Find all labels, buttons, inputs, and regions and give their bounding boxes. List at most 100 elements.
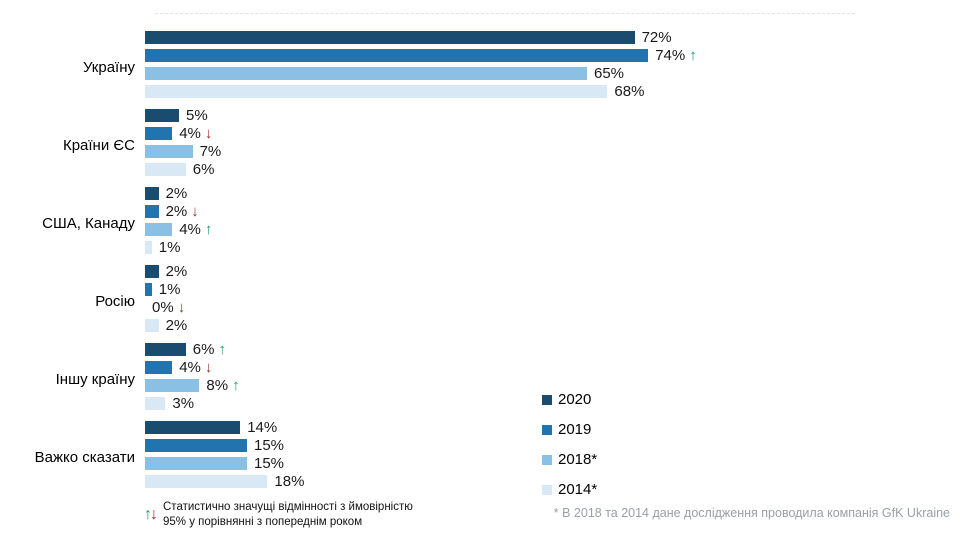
bar [145, 145, 193, 158]
down-arrow-icon: ↓ [150, 506, 158, 523]
value-label: 1% [158, 239, 181, 256]
bar-row: 4% ↑ [145, 221, 960, 238]
value-label: 65% [594, 65, 625, 82]
bar [145, 67, 587, 80]
value-label: 2% [165, 263, 188, 280]
up-arrow-icon: ↑ [218, 341, 226, 358]
up-arrow-icon: ↑ [204, 221, 213, 238]
bar-row: 7% [145, 143, 960, 160]
value-label: 72% [641, 29, 672, 46]
category-bars: 2% 1% 0% ↓ 2% [145, 263, 960, 337]
legend-label: 2014* [558, 481, 598, 498]
value-label: 1% [158, 281, 181, 298]
down-arrow-icon: ↓ [191, 203, 199, 220]
bar [145, 361, 173, 374]
bar-row: 72% [145, 29, 960, 46]
value-label: 6% [192, 161, 215, 178]
bar-row: 2% [145, 185, 960, 202]
bar [145, 163, 186, 176]
category-label: Іншу країну [55, 370, 135, 388]
bar-row: 74% ↑ [145, 47, 960, 64]
value-label: 15% [254, 437, 285, 454]
bar-row: 2% [145, 317, 960, 334]
bar-row: 1% [145, 281, 960, 298]
significance-text: Статистично значущі відмінності з ймовір… [163, 500, 413, 530]
bar-row: 0% ↓ [145, 299, 960, 316]
legend-label: 2020 [558, 391, 592, 408]
bar [145, 31, 635, 44]
significance-arrows: ↑↓ [144, 506, 158, 523]
bar [145, 49, 649, 62]
bar [145, 283, 152, 296]
value-label: 5% [186, 107, 208, 124]
value-label: 4% [179, 359, 201, 376]
chart-groups: Україну 72% 74% ↑ 65% 68% Країни ЄС 5% 4% ↓ 7% 6% СШ… [0, 29, 960, 493]
bar-row: 2% ↓ [145, 203, 960, 220]
bar [145, 421, 241, 434]
legend-label: 2018* [558, 451, 598, 468]
bar-row: 3% [145, 396, 960, 411]
bar-row: 1% [145, 239, 960, 256]
value-label: 2% [165, 185, 188, 202]
category-label: Україну [82, 58, 135, 76]
value-label: 8% [206, 377, 229, 394]
significance-footnote: ↑↓ Статистично значущі відмінності з ймо… [144, 500, 413, 530]
legend-item: 2020 [542, 391, 597, 408]
bar [145, 265, 159, 278]
down-arrow-icon: ↓ [204, 125, 213, 142]
bar-row: 6% ↑ [145, 341, 960, 358]
chart-legend: 2020 2019 2018* 2014* [542, 391, 597, 511]
legend-swatch [542, 484, 552, 495]
bar-row: 14% [145, 419, 960, 436]
legend-item: 2014* [542, 481, 597, 498]
up-arrow-icon: ↑ [232, 377, 240, 394]
legend-item: 2018* [542, 451, 597, 468]
source-footnote: * В 2018 та 2014 дане дослідження провод… [553, 506, 950, 520]
bar [145, 439, 247, 452]
bar [145, 397, 166, 410]
value-label: 74% [655, 47, 686, 64]
value-label: 2% [165, 203, 188, 220]
down-arrow-icon: ↓ [204, 359, 213, 376]
value-label: 14% [247, 419, 278, 436]
category-group: Іншу країну 6% ↑ 4% ↓ 8% ↑ 3% [0, 341, 960, 415]
value-label: 15% [254, 455, 285, 472]
category-label: Важко сказати [34, 448, 135, 466]
bar [145, 223, 173, 236]
bar [145, 85, 608, 98]
bar-row: 18% [145, 474, 960, 489]
value-label: 6% [192, 341, 215, 358]
bar-row: 8% ↑ [145, 377, 960, 394]
category-group: Країни ЄС 5% 4% ↓ 7% 6% [0, 107, 960, 181]
value-label: 7% [199, 143, 222, 160]
category-label: Країни ЄС [62, 136, 135, 154]
value-label: 68% [614, 83, 645, 100]
bar-row: 6% [145, 161, 960, 178]
up-arrow-icon: ↑ [144, 506, 152, 523]
bar [145, 109, 179, 122]
bar [145, 379, 200, 392]
legend-label: 2019 [558, 421, 592, 438]
category-label: США, Канаду [42, 214, 135, 232]
category-bars: 72% 74% ↑ 65% 68% [145, 29, 960, 103]
bar-row: 4% ↓ [145, 125, 960, 142]
bar [145, 475, 268, 488]
category-group: Важко сказати 14% 15% 15% 18% [0, 419, 960, 493]
significance-line2: 95% у порівнянні з попереднім роком [163, 516, 363, 528]
bar [145, 343, 186, 356]
bar-row: 15% [145, 455, 960, 472]
bar [145, 319, 159, 332]
category-group: Росію 2% 1% 0% ↓ 2% [0, 263, 960, 337]
bar-row: 15% [145, 437, 960, 454]
category-bars: 14% 15% 15% 18% [145, 419, 960, 493]
up-arrow-icon: ↑ [689, 47, 697, 64]
value-label: 0% [152, 299, 174, 316]
value-label: 2% [165, 317, 188, 334]
legend-swatch [542, 424, 552, 435]
bar-row: 5% [145, 107, 960, 124]
category-bars: 5% 4% ↓ 7% 6% [145, 107, 960, 181]
plot-top-gridline [155, 13, 855, 14]
legend-item: 2019 [542, 421, 597, 438]
